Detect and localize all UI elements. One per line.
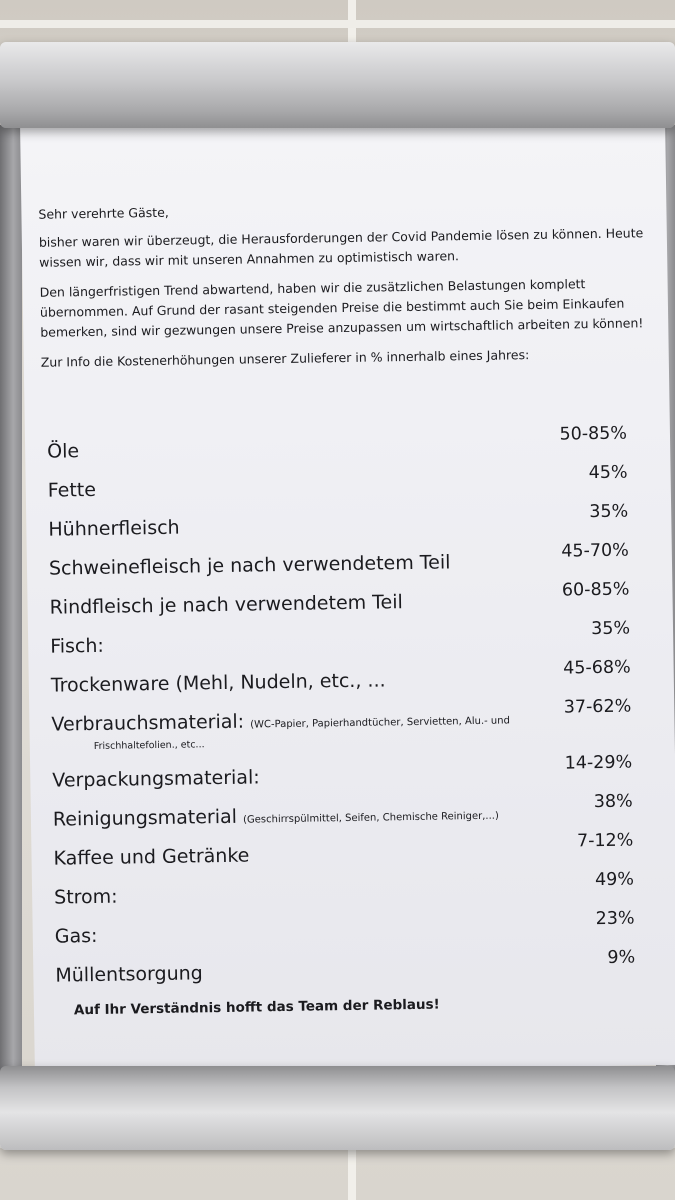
item-percent: 35% (590, 618, 631, 640)
item-name: Öle (47, 440, 80, 463)
tile-grout-top (0, 20, 675, 28)
item-name: Müllentsorgung (55, 962, 203, 987)
greeting: Sehr verehrte Gäste, (38, 204, 169, 222)
item-percent: 45-68% (563, 657, 631, 679)
notice-intro: Sehr verehrte Gäste, bisher waren wir üb… (38, 195, 651, 383)
item-name-group: Reinigungsmaterial (Geschirrspülmittel, … (53, 802, 499, 831)
item-percent: 35% (589, 501, 629, 523)
paragraph-2: Den längerfristigen Trend abwartend, hab… (39, 276, 644, 340)
item-percent: 38% (593, 791, 633, 813)
item-name: Schweinefleisch je nach verwendetem Teil (48, 551, 451, 580)
item-percent: 7-12% (576, 830, 634, 852)
notice-paper: Sehr verehrte Gäste, bisher waren wir üb… (20, 114, 675, 1075)
item-name: Rindfleisch je nach verwendetem Teil (49, 591, 404, 619)
item-name: Fisch: (50, 634, 105, 658)
frame-top-rail (0, 42, 675, 128)
item-percent: 14-29% (564, 752, 633, 774)
item-percent: 45-70% (561, 540, 629, 562)
item-detail-continued: Frischhaltefolien., etc... (93, 739, 205, 752)
cost-row: Müllentsorgung 9% (55, 947, 636, 998)
item-detail: (WC-Papier, Papierhandtücher, Servietten… (250, 715, 510, 731)
item-percent: 37-62% (563, 696, 632, 718)
item-name: Verpackungsmaterial: (52, 766, 260, 792)
item-percent: 23% (595, 908, 635, 930)
closing-line: Auf Ihr Verständnis hofft das Team der R… (73, 996, 440, 1019)
item-percent: 50-85% (559, 423, 628, 445)
cost-row: Verbrauchsmaterial: (WC-Papier, Papierha… (51, 696, 632, 764)
item-name: Gas: (54, 924, 98, 948)
item-percent: 60-85% (561, 579, 630, 601)
cost-increase-list: Öle 50-85% Fette 45% Hühnerfleisch 35% S… (47, 423, 636, 998)
info-line: Zur Info die Kostenerhöhungen unserer Zu… (40, 347, 530, 370)
item-name: Fette (47, 478, 97, 502)
item-name: Trockenware (Mehl, Nudeln, etc., ... (50, 669, 386, 697)
item-percent: 9% (607, 947, 636, 968)
item-name: Strom: (54, 885, 118, 909)
item-percent: 45% (588, 462, 628, 484)
item-detail: (Geschirrspülmittel, Seifen, Chemische R… (242, 810, 499, 826)
frame-bottom-rail (0, 1066, 675, 1150)
item-name: Reinigungsmaterial (52, 805, 238, 831)
paragraph-1: bisher waren wir überzeugt, die Herausfo… (38, 225, 644, 270)
item-percent: 49% (594, 869, 635, 891)
item-name: Kaffee und Getränke (53, 844, 250, 870)
item-name: Verbrauchsmaterial: (51, 710, 245, 736)
frame-left-edge (0, 125, 22, 1075)
item-name-group: Verbrauchsmaterial: (WC-Papier, Papierha… (51, 706, 510, 736)
item-name: Hühnerfleisch (48, 516, 180, 541)
